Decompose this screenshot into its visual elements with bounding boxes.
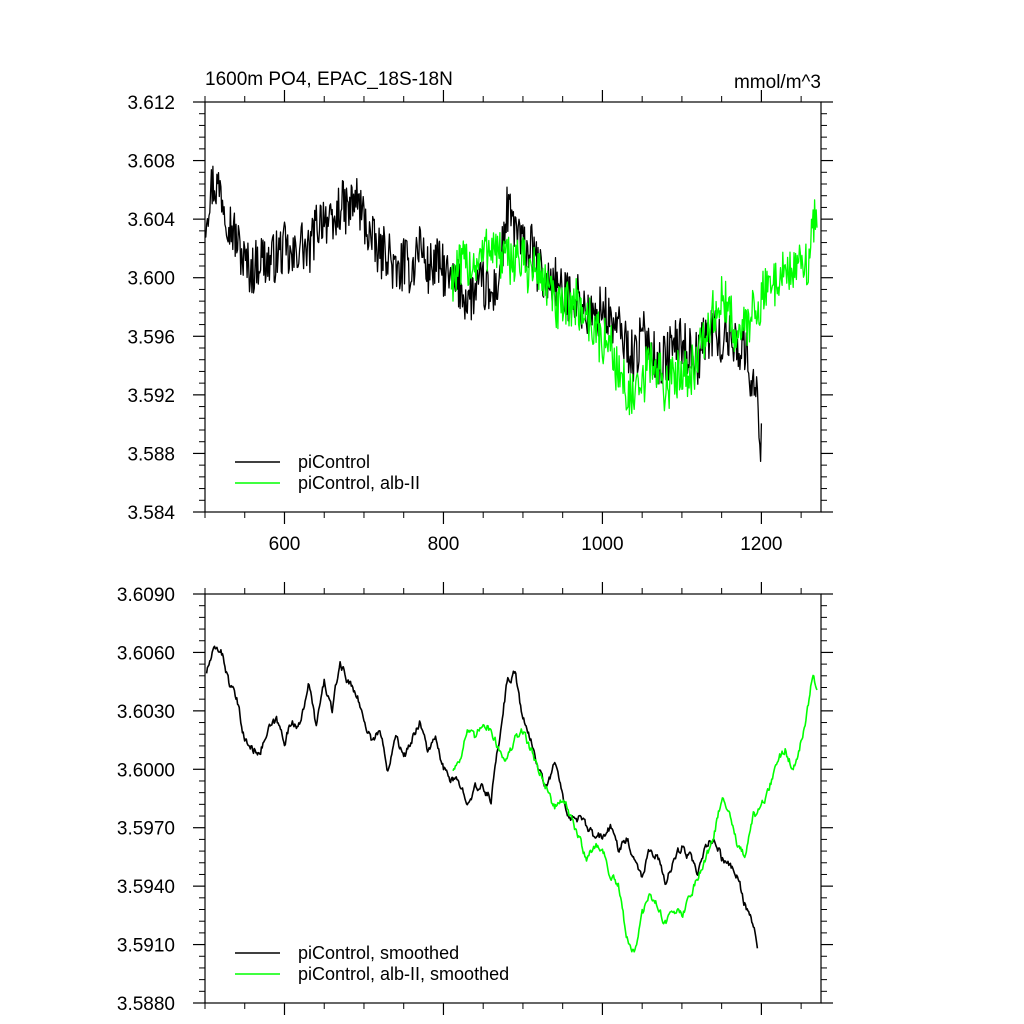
y-tick-label: 3.5910 xyxy=(117,936,175,957)
units-label: mmol/m^3 xyxy=(734,72,821,93)
legend-label: piControl, smoothed xyxy=(298,943,459,963)
series-line-picontrol xyxy=(205,165,763,462)
y-tick-label: 3.608 xyxy=(127,152,175,173)
y-tick-label: 3.5880 xyxy=(117,994,175,1015)
x-tick-label: 800 xyxy=(428,534,460,555)
chart-title: 1600m PO4, EPAC_18S-18N xyxy=(205,69,453,90)
y-tick-label: 3.592 xyxy=(127,386,175,407)
series-line-picontrol xyxy=(205,645,759,949)
y-tick-label: 3.600 xyxy=(127,269,175,290)
y-tick-label: 3.6030 xyxy=(117,702,175,723)
y-tick-label: 3.6000 xyxy=(117,760,175,781)
y-tick-label: 3.588 xyxy=(127,444,175,465)
y-tick-label: 3.6060 xyxy=(117,643,175,664)
series-line-picontrol-alb-ii xyxy=(452,674,818,953)
legend-label: piControl, alb-II, smoothed xyxy=(298,964,509,984)
y-tick-label: 3.596 xyxy=(127,327,175,348)
bottom-panel: 3.5880 3.5910 3.5940 3.5970 3.6000 3.6030 3.60… xyxy=(117,582,833,1015)
y-tick-label: 3.612 xyxy=(127,93,175,114)
y-tick-label: 3.584 xyxy=(127,503,175,524)
x-tick-label: 1000 xyxy=(581,534,623,555)
y-tick-label: 3.5940 xyxy=(117,877,175,898)
series-line-picontrol-alb-ii xyxy=(450,199,818,416)
x-tick-label: 1200 xyxy=(740,534,782,555)
y-tick-label: 3.5970 xyxy=(117,819,175,840)
legend-label: piControl xyxy=(298,452,370,472)
legend-label: piControl, alb-II xyxy=(298,473,420,493)
y-tick-label: 3.604 xyxy=(127,210,175,231)
plot-frame xyxy=(204,593,822,1004)
y-tick-label: 3.6090 xyxy=(117,585,175,606)
plot-frame xyxy=(204,101,822,513)
top-panel: 600 800 1000 1200 3.584 3.588 3.592 3.596 3.600 3… xyxy=(127,69,833,555)
x-tick-label: 600 xyxy=(269,534,301,555)
